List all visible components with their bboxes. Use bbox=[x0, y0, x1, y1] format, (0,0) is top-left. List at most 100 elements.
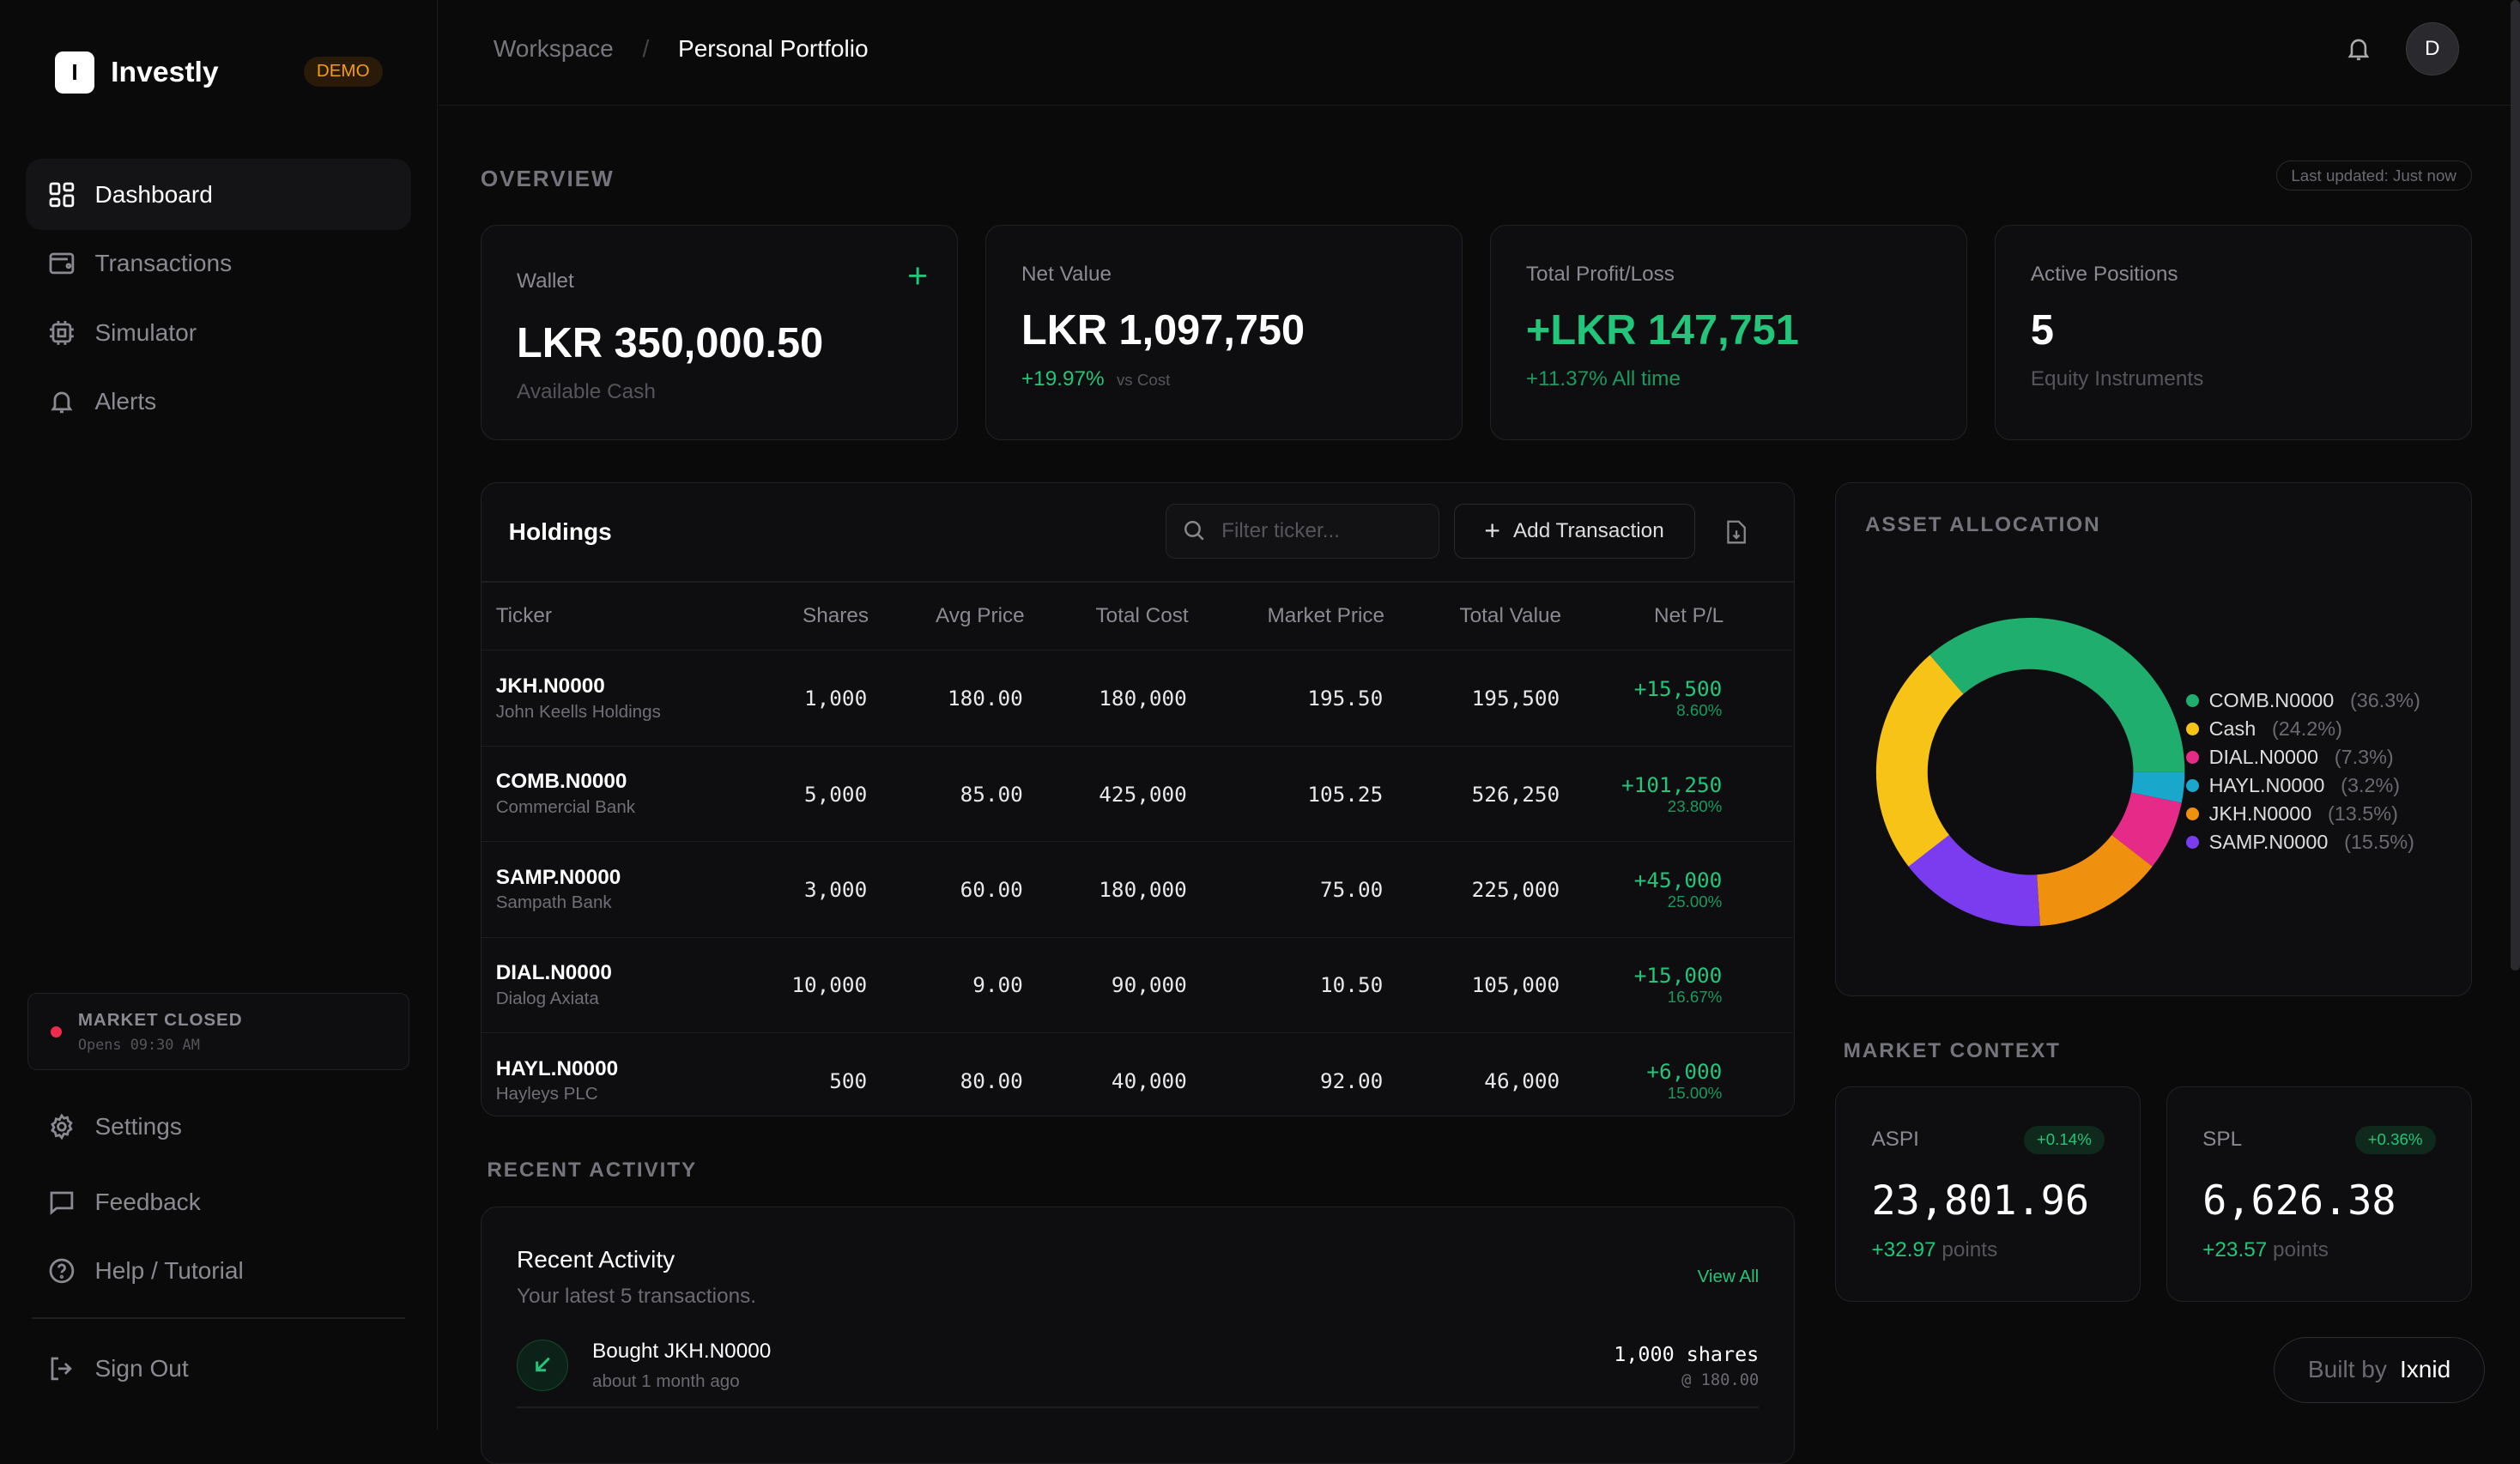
message-icon bbox=[50, 1191, 74, 1215]
legend-swatch bbox=[2186, 836, 2200, 850]
col-shares[interactable]: Shares bbox=[802, 604, 869, 628]
card-sub: Available Cash bbox=[517, 379, 656, 403]
sidebar-item-settings[interactable]: Settings bbox=[26, 1091, 411, 1161]
donut-slice-dial-n0000[interactable] bbox=[2111, 792, 2182, 867]
table-row[interactable]: HAYL.N0000 Hayleys PLC 500 80.00 40,000 9… bbox=[481, 1032, 1793, 1116]
index-points: +32.97 bbox=[1871, 1237, 1936, 1261]
col-total-value[interactable]: Total Value bbox=[1459, 604, 1562, 628]
index-card-spl: SPL +0.36% 6,626.38 +23.57 points bbox=[2166, 1086, 2472, 1302]
market-price: 105.25 bbox=[1188, 745, 1385, 842]
legend-item[interactable]: JKH.N0000 (13.5%) bbox=[2186, 800, 2420, 828]
legend-item[interactable]: COMB.N0000 (36.3%) bbox=[2186, 687, 2420, 716]
add-funds-plus-icon[interactable]: + bbox=[907, 255, 929, 295]
legend-label: COMB.N0000 bbox=[2208, 689, 2335, 712]
card-sub: +11.37% All time bbox=[1525, 366, 1681, 390]
logo-mark: I bbox=[54, 51, 95, 94]
sign-out-label: Sign Out bbox=[94, 1355, 189, 1382]
add-transaction-button[interactable]: + Add Transaction bbox=[1453, 504, 1695, 559]
divider bbox=[517, 1407, 1760, 1409]
avatar[interactable]: D bbox=[2405, 22, 2459, 76]
total-cost: 180,000 bbox=[1024, 841, 1189, 938]
total-value: 225,000 bbox=[1384, 841, 1562, 938]
divider bbox=[32, 1317, 405, 1320]
col-avg-price[interactable]: Avg Price bbox=[936, 604, 1025, 628]
donut-slice-comb-n0000[interactable] bbox=[1929, 617, 2185, 772]
donut-slice-cash[interactable] bbox=[1876, 655, 1964, 867]
card-change: +19.97% bbox=[1021, 366, 1105, 390]
market-status-text: MARKET CLOSED bbox=[77, 1009, 243, 1030]
net-pl-percent: 15.00% bbox=[1667, 1083, 1723, 1102]
ticker: DIAL.N0000 bbox=[495, 961, 612, 985]
table-row[interactable]: COMB.N0000 Commercial Bank 5,000 85.00 42… bbox=[481, 745, 1793, 842]
sign-out-button[interactable]: Sign Out bbox=[26, 1334, 411, 1404]
card-value: +LKR 147,751 bbox=[1525, 306, 1799, 354]
legend-item[interactable]: DIAL.N0000 (7.3%) bbox=[2186, 743, 2420, 771]
notifications-bell-icon[interactable] bbox=[2345, 35, 2372, 63]
donut-slice-samp-n0000[interactable] bbox=[1908, 835, 2041, 927]
sidebar-item-help[interactable]: Help / Tutorial bbox=[26, 1236, 411, 1306]
breadcrumb-workspace[interactable]: Workspace bbox=[493, 35, 614, 63]
legend-item[interactable]: Cash (24.2%) bbox=[2186, 715, 2420, 743]
legend-percent: (3.2%) bbox=[2341, 774, 2401, 797]
col-net-pl[interactable]: Net P/L bbox=[1654, 604, 1724, 628]
card-label: Total Profit/Loss bbox=[1525, 263, 1675, 287]
card-value: LKR 1,097,750 bbox=[1021, 306, 1305, 354]
avg-price: 60.00 bbox=[869, 841, 1025, 938]
total-value: 46,000 bbox=[1384, 1032, 1562, 1116]
company-name: Hayleys PLC bbox=[495, 1084, 598, 1104]
sidebar-item-label: Feedback bbox=[94, 1188, 201, 1215]
logo[interactable]: I Investly bbox=[54, 51, 219, 94]
sidebar-item-dashboard[interactable]: Dashboard bbox=[25, 159, 412, 230]
legend-label: DIAL.N0000 bbox=[2208, 746, 2319, 769]
holdings-table: Ticker Shares Avg Price Total Cost Marke… bbox=[481, 583, 1793, 1116]
card-value: 5 bbox=[2030, 306, 2054, 354]
view-all-link[interactable]: View All bbox=[1697, 1267, 1760, 1287]
filter-ticker-input[interactable]: Filter ticker... bbox=[1166, 504, 1439, 559]
recent-activity-title: Recent Activity bbox=[517, 1246, 675, 1273]
built-by-label: Built by bbox=[2307, 1356, 2387, 1383]
table-row[interactable]: DIAL.N0000 Dialog Axiata 10,000 9.00 90,0… bbox=[481, 936, 1793, 1033]
donut-slice-jkh-n0000[interactable] bbox=[2037, 835, 2153, 927]
legend-label: SAMP.N0000 bbox=[2208, 831, 2329, 854]
market-price: 10.50 bbox=[1188, 936, 1385, 1033]
index-value: 6,626.38 bbox=[2202, 1178, 2396, 1225]
divider bbox=[481, 580, 1795, 583]
recent-activity-card: Recent Activity Your latest 5 transactio… bbox=[480, 1207, 1796, 1464]
index-value: 23,801.96 bbox=[1871, 1178, 2090, 1225]
net-pl-percent: 25.00% bbox=[1667, 892, 1723, 911]
plus-icon: + bbox=[1484, 515, 1500, 547]
col-ticker[interactable]: Ticker bbox=[495, 604, 553, 628]
sidebar-item-alerts[interactable]: Alerts bbox=[26, 366, 411, 437]
sign-out-icon bbox=[51, 1357, 72, 1381]
sidebar-item-simulator[interactable]: Simulator bbox=[26, 297, 411, 367]
sidebar-item-label: Dashboard bbox=[94, 180, 213, 208]
legend-label: JKH.N0000 bbox=[2208, 802, 2312, 826]
sidebar-item-label: Transactions bbox=[94, 250, 233, 277]
total-value: 526,250 bbox=[1384, 745, 1562, 842]
table-header: Ticker Shares Avg Price Total Cost Marke… bbox=[482, 583, 1793, 650]
avg-price: 180.00 bbox=[869, 650, 1025, 747]
legend-item[interactable]: SAMP.N0000 (15.5%) bbox=[2186, 828, 2420, 856]
donut-slice-hayl-n0000[interactable] bbox=[2131, 771, 2185, 803]
legend-item[interactable]: HAYL.N0000 (3.2%) bbox=[2186, 771, 2420, 800]
total-cost: 40,000 bbox=[1024, 1032, 1189, 1116]
export-file-icon[interactable] bbox=[1725, 520, 1748, 544]
index-change-badge: +0.36% bbox=[2354, 1125, 2436, 1154]
built-by-badge[interactable]: Built by Ixnid bbox=[2274, 1336, 2485, 1403]
avg-price: 85.00 bbox=[869, 745, 1025, 842]
table-row[interactable]: SAMP.N0000 Sampath Bank 3,000 60.00 180,0… bbox=[481, 841, 1793, 938]
sidebar-item-transactions[interactable]: Transactions bbox=[26, 228, 411, 299]
asset-allocation-title: ASSET ALLOCATION bbox=[1864, 513, 2101, 537]
index-unit: points bbox=[2273, 1237, 2329, 1261]
author-name: Ixnid bbox=[2399, 1356, 2451, 1383]
table-row[interactable]: JKH.N0000 John Keells Holdings 1,000 180.… bbox=[481, 650, 1793, 747]
col-total-cost[interactable]: Total Cost bbox=[1095, 604, 1189, 628]
scrollbar[interactable] bbox=[2510, 0, 2520, 971]
net-pl: +45,000 bbox=[1633, 868, 1723, 893]
avg-price: 80.00 bbox=[869, 1032, 1025, 1116]
sidebar-item-label: Help / Tutorial bbox=[94, 1257, 244, 1285]
col-market-price[interactable]: Market Price bbox=[1267, 604, 1385, 628]
total-cost: 180,000 bbox=[1024, 650, 1189, 747]
legend-percent: (13.5%) bbox=[2327, 802, 2398, 826]
sidebar-item-feedback[interactable]: Feedback bbox=[26, 1166, 411, 1237]
